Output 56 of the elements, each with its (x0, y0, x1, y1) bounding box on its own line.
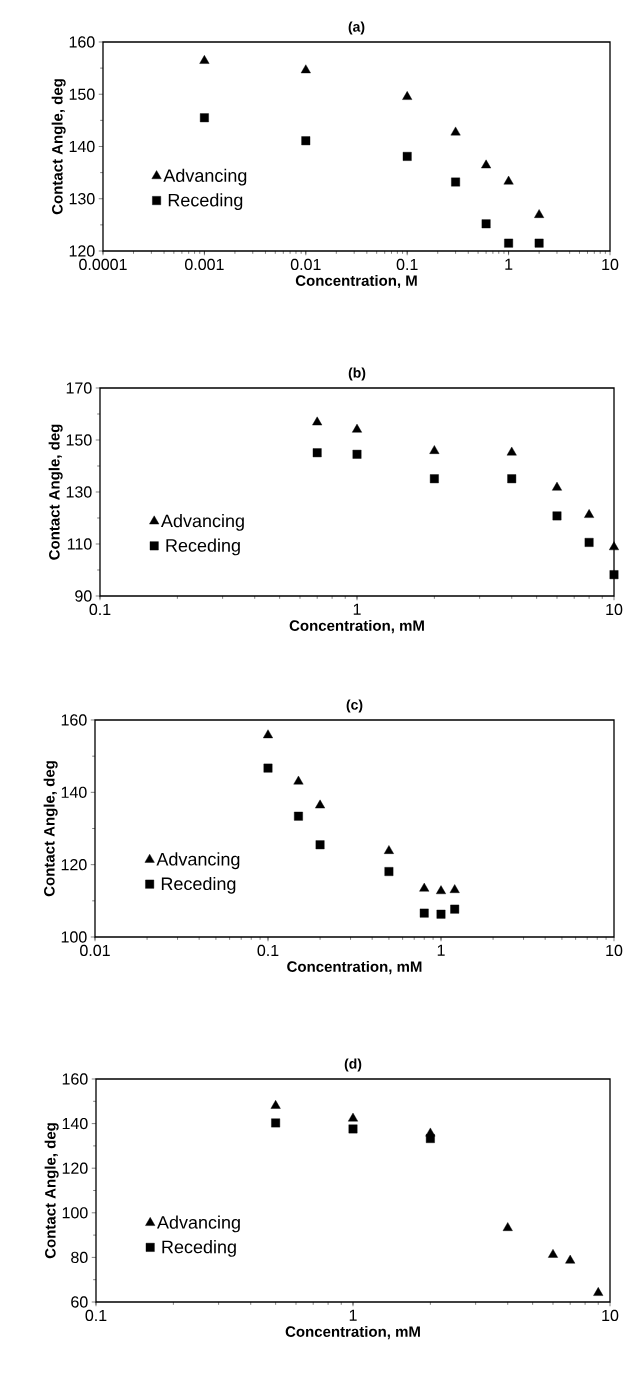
y-tick-label: 120 (61, 859, 87, 871)
x-tick-label: 0.0001 (79, 258, 127, 271)
chart-title: (a) (348, 21, 365, 35)
y-tick-label: 140 (62, 1117, 88, 1130)
legend-label: Advancing (163, 168, 247, 186)
y-tick-label: 80 (71, 1251, 88, 1264)
legend-label: Advancing (156, 1215, 240, 1233)
x-tick-label: 1 (437, 944, 445, 956)
x-axis-title: Concentration, mM (289, 619, 424, 634)
y-tick-label: 100 (62, 1207, 88, 1219)
x-tick-label: 10 (606, 944, 623, 957)
y-tick-label: 130 (66, 486, 92, 498)
y-tick-label: 100 (61, 931, 87, 943)
y-tick-label: 90 (75, 590, 92, 602)
y-tick-label: 60 (71, 1296, 88, 1308)
y-tick-label: 110 (67, 538, 92, 550)
chart-title: (d) (344, 1058, 362, 1072)
y-tick-label: 160 (62, 1073, 88, 1085)
chart-title: (b) (348, 367, 366, 381)
x-axis-title: Concentration, mM (287, 960, 422, 975)
x-tick-label: 0.1 (85, 1309, 107, 1322)
legend-label: Advancing (156, 852, 240, 870)
y-tick-label: 130 (69, 193, 95, 205)
x-tick-label: 0.1 (257, 944, 279, 957)
x-tick-label: 0.001 (185, 258, 224, 271)
x-tick-label: 1 (349, 1309, 357, 1321)
x-tick-label: 1 (353, 603, 361, 615)
x-axis-title: Concentration, M (295, 274, 417, 289)
y-tick-label: 140 (69, 140, 95, 153)
y-axis-title: Contact Angle, deg (44, 1123, 59, 1259)
y-tick-label: 160 (69, 36, 95, 48)
legend-label: Receding (161, 876, 236, 894)
y-tick-label: 160 (61, 714, 87, 726)
y-tick-label: 120 (62, 1162, 88, 1174)
x-tick-label: 0.01 (290, 258, 321, 271)
x-tick-label: 10 (606, 603, 623, 616)
legend-label: Receding (166, 538, 240, 556)
y-tick-label: 150 (66, 434, 92, 446)
y-tick-label: 120 (69, 245, 95, 257)
x-tick-label: 0.01 (80, 944, 110, 957)
legend-label: Receding (162, 1240, 236, 1257)
x-tick-label: 10 (602, 258, 619, 271)
y-axis-title: Contact Angle, deg (51, 79, 66, 215)
legend-label: Advancing (160, 514, 244, 531)
x-tick-label: 10 (602, 1309, 619, 1322)
y-tick-label: 170 (66, 382, 92, 394)
y-tick-label: 140 (61, 786, 87, 798)
y-axis-title: Contact Angle, deg (43, 761, 58, 897)
y-tick-label: 150 (69, 88, 95, 100)
x-axis-title: Concentration, mM (285, 1325, 420, 1340)
legend-label: Receding (168, 193, 243, 211)
x-tick-label: 0.1 (396, 258, 418, 271)
y-axis-title: Contact Angle, deg (48, 424, 63, 560)
chart-title: (c) (346, 699, 363, 713)
x-tick-label: 1 (505, 258, 513, 270)
x-tick-label: 0.1 (89, 603, 111, 616)
